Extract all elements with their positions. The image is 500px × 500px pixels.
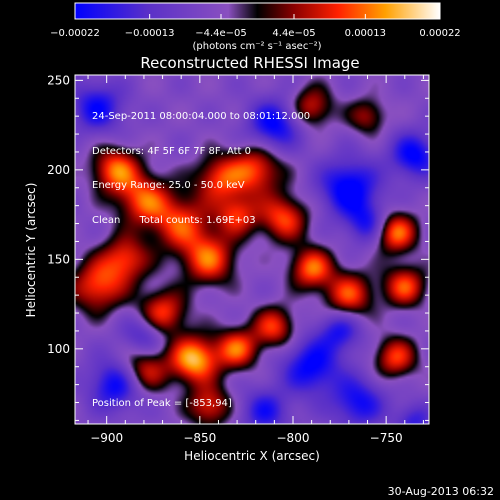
chart-title: Reconstructed RHESSI Image xyxy=(140,54,359,72)
colorbar-unit-label: (photons cm⁻² s⁻¹ asec⁻²) xyxy=(192,41,321,52)
clean-counts-text: Clean Total counts: 1.69E+03 xyxy=(92,214,256,226)
peak-position-text: Position of Peak = [-853,94] xyxy=(92,398,232,409)
y-tick-label: 200 xyxy=(47,163,70,177)
colorbar-tick-label: 0.00022 xyxy=(419,28,460,39)
y-tick-label: 100 xyxy=(47,342,70,356)
x-tick-label: −850 xyxy=(183,431,216,445)
x-tick-label: −750 xyxy=(370,431,403,445)
time-range-text: 24-Sep-2011 08:00:04.000 to 08:01:12.000 xyxy=(92,111,311,122)
y-tick-label: 250 xyxy=(47,73,70,87)
colorbar-ticks: −0.00022 −0.00013 −4.4e−05 4.4e−05 0.00013 0.… xyxy=(50,14,461,39)
colorbar xyxy=(74,2,441,20)
x-axis-label: Heliocentric X (arcsec) xyxy=(184,449,320,463)
x-tick-label: −800 xyxy=(277,431,310,445)
heatmap-image xyxy=(75,75,429,424)
x-tick-label: −900 xyxy=(90,431,123,445)
observation-info: 24-Sep-2011 08:00:04.000 to 08:01:12.000… xyxy=(92,88,310,238)
plot-frame xyxy=(74,74,430,425)
energy-range-text: Energy Range: 25.0 - 50.0 keV xyxy=(92,180,245,191)
colorbar-tick-label: −0.00013 xyxy=(125,28,175,39)
colorbar-tick-label: 0.00013 xyxy=(345,28,386,39)
colorbar-tick-label: −0.00022 xyxy=(50,28,100,39)
colorbar-tick-label: −4.4e−05 xyxy=(195,28,247,39)
axes: −900 −850 −800 −750 100 150 200 250 xyxy=(47,73,429,445)
y-tick-label: 150 xyxy=(47,252,70,266)
detectors-text: Detectors: 4F 5F 6F 7F 8F, Att 0 xyxy=(92,145,252,157)
y-axis-label: Heliocentric Y (arcsec) xyxy=(24,183,38,318)
colorbar-tick-label: 4.4e−05 xyxy=(272,28,315,39)
timestamp: 30-Aug-2013 06:32 xyxy=(387,485,494,498)
